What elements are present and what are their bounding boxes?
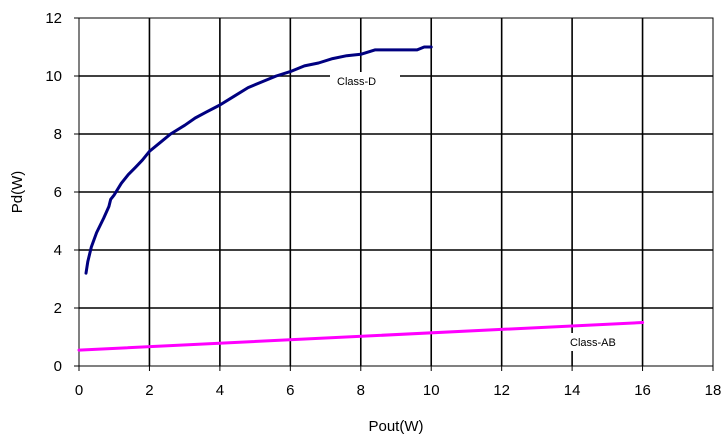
x-tick-label: 8 bbox=[357, 382, 365, 399]
grid-lines bbox=[79, 18, 713, 366]
class-ab-series-line bbox=[77, 321, 645, 352]
x-tick-label: 6 bbox=[286, 382, 294, 399]
x-tick-label: 14 bbox=[564, 382, 581, 399]
y-tick-label: 2 bbox=[54, 300, 62, 317]
y-tick-label: 8 bbox=[54, 126, 62, 143]
y-axis-label: Pd(W) bbox=[9, 171, 26, 214]
x-tick-label: 18 bbox=[705, 382, 722, 399]
y-tick-label: 10 bbox=[45, 68, 62, 85]
x-tick-label: 2 bbox=[145, 382, 153, 399]
class-d-series-line bbox=[84, 45, 433, 275]
x-tick-label: 4 bbox=[216, 382, 224, 399]
x-tick-label: 12 bbox=[493, 382, 510, 399]
x-axis-label: Pout(W) bbox=[368, 418, 423, 435]
axis-ticks: 0 2 4 6 8 10 12 14 16 18 0 2 4 6 8 10 12 bbox=[45, 10, 721, 399]
class-ab-label: Class-AB bbox=[570, 337, 616, 349]
class-ab-label-bg bbox=[565, 333, 640, 351]
y-tick-label: 4 bbox=[54, 242, 62, 259]
class-d-label: Class-D bbox=[337, 76, 376, 88]
y-tick-label: 0 bbox=[54, 358, 62, 375]
y-tick-label: 12 bbox=[45, 10, 62, 27]
x-tick-label: 10 bbox=[423, 382, 440, 399]
x-tick-label: 16 bbox=[634, 382, 651, 399]
class-d-label-bg bbox=[330, 72, 400, 90]
x-tick-label: 0 bbox=[75, 382, 83, 399]
series-lines bbox=[77, 45, 645, 352]
y-tick-label: 6 bbox=[54, 184, 62, 201]
